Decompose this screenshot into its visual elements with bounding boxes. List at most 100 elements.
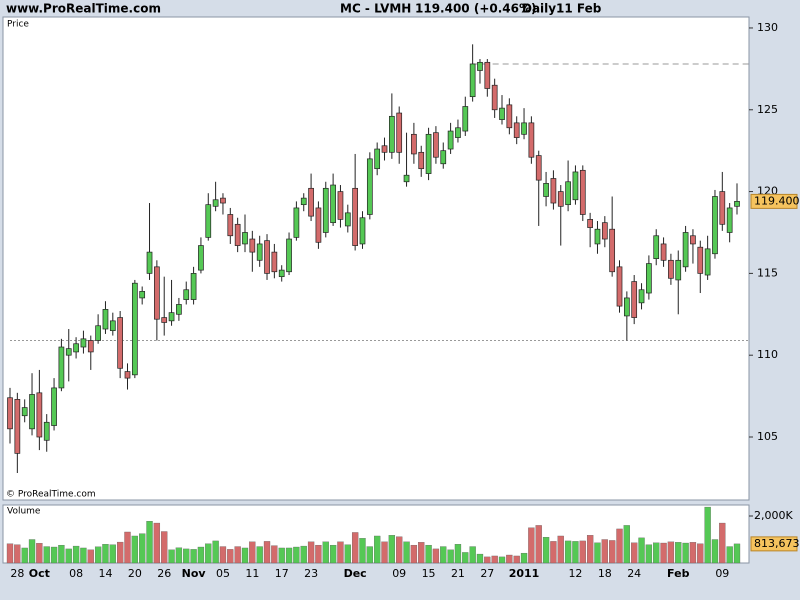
candle-body bbox=[80, 338, 87, 348]
volume-bar bbox=[675, 542, 682, 564]
volume-bar bbox=[388, 535, 396, 564]
volume-bar bbox=[117, 541, 124, 564]
candle-body bbox=[668, 259, 674, 279]
volume-bar bbox=[726, 546, 733, 564]
candle-body bbox=[411, 133, 417, 155]
candle-body bbox=[322, 187, 329, 233]
candle-body bbox=[271, 251, 278, 273]
candle-body bbox=[623, 297, 630, 317]
candle-body bbox=[65, 348, 72, 356]
volume-bar bbox=[190, 549, 197, 564]
candle-body bbox=[682, 232, 689, 268]
volume-bar bbox=[564, 540, 572, 564]
volume-bar bbox=[72, 545, 80, 564]
volume-bar bbox=[359, 538, 366, 564]
candle-body bbox=[168, 312, 175, 322]
volume-bar bbox=[227, 549, 234, 564]
last-value-label: 119.400 bbox=[754, 194, 800, 207]
candle-body bbox=[43, 421, 50, 441]
x-tick-label: Nov bbox=[182, 567, 207, 580]
candle-body bbox=[440, 150, 447, 165]
candle-body bbox=[535, 155, 542, 181]
symbol: MC - LVMH bbox=[340, 2, 411, 16]
volume-bar bbox=[462, 552, 469, 564]
candle-body bbox=[58, 346, 65, 389]
candle-body bbox=[601, 222, 608, 240]
volume-bar bbox=[638, 537, 645, 564]
x-tick-label: 26 bbox=[157, 567, 171, 580]
candle-body bbox=[227, 214, 234, 237]
volume-bar bbox=[653, 542, 660, 564]
candle-body bbox=[234, 223, 241, 246]
candle-body bbox=[242, 232, 248, 245]
volume-bar bbox=[219, 546, 227, 564]
x-tick-label: 18 bbox=[598, 567, 612, 580]
candle-body bbox=[477, 61, 483, 71]
period: Daily bbox=[522, 2, 556, 16]
volume-bar bbox=[293, 546, 300, 564]
volume-bar bbox=[432, 548, 440, 564]
panel-title: Price bbox=[7, 20, 29, 30]
candle-body bbox=[29, 394, 35, 430]
volume-bar bbox=[498, 556, 506, 564]
volume-bar bbox=[645, 544, 653, 564]
candle-body bbox=[154, 266, 160, 320]
candle-body bbox=[366, 158, 373, 215]
candle-body bbox=[308, 187, 314, 217]
candle-body bbox=[469, 63, 476, 98]
x-tick-label: 08 bbox=[69, 567, 83, 580]
candle-body bbox=[455, 127, 461, 138]
volume-bar bbox=[440, 546, 447, 564]
candle-body bbox=[491, 84, 498, 111]
candle-body bbox=[653, 235, 660, 260]
candle-body bbox=[521, 122, 527, 135]
volume-bar bbox=[139, 533, 146, 564]
volume-bar bbox=[697, 543, 704, 564]
candle-body bbox=[205, 204, 212, 238]
x-tick-label: 28 bbox=[10, 567, 24, 580]
price-panel bbox=[2, 16, 750, 501]
last-value-label: 813,673 bbox=[754, 537, 800, 550]
volume-bar bbox=[425, 544, 432, 564]
volume-bar bbox=[733, 543, 741, 564]
candle-body bbox=[139, 291, 146, 299]
candle-body bbox=[462, 106, 469, 132]
candle-body bbox=[484, 61, 491, 89]
candle-body bbox=[587, 219, 593, 228]
y-tick-label: 115 bbox=[757, 266, 778, 279]
volume-bar bbox=[300, 545, 307, 564]
volume-bar bbox=[205, 543, 212, 564]
candle-body bbox=[660, 243, 667, 261]
volume-bar bbox=[285, 547, 293, 564]
volume-bar bbox=[410, 544, 418, 564]
volume-bar bbox=[586, 535, 594, 564]
volume-bar bbox=[711, 539, 719, 564]
candle-body bbox=[73, 343, 79, 353]
candle-body bbox=[36, 392, 43, 438]
volume-bar bbox=[506, 554, 513, 564]
candle-body bbox=[183, 289, 190, 300]
candle-body bbox=[161, 317, 168, 323]
x-tick-label: Feb bbox=[667, 567, 690, 580]
y-tick-label: 2,000K bbox=[754, 509, 793, 522]
volume-bar bbox=[6, 543, 14, 564]
volume-bar bbox=[381, 541, 388, 564]
x-tick-label: 20 bbox=[128, 567, 142, 580]
volume-bar bbox=[263, 541, 271, 564]
volume-bar bbox=[43, 546, 50, 564]
candle-body bbox=[557, 191, 564, 207]
candle-body bbox=[616, 266, 623, 307]
quote: 119.400 (+0.46%) bbox=[415, 2, 537, 16]
candle-body bbox=[734, 201, 740, 207]
volume-bar bbox=[704, 506, 711, 564]
volume-bar bbox=[374, 535, 381, 564]
candle-body bbox=[286, 238, 292, 273]
candle-body bbox=[131, 282, 138, 376]
volume-bar bbox=[601, 539, 608, 564]
last-value-box bbox=[750, 193, 798, 209]
candle-body bbox=[396, 112, 403, 153]
volume-bar bbox=[234, 546, 241, 564]
volume-bar bbox=[689, 542, 697, 564]
volume-bar bbox=[271, 545, 278, 564]
volume-bar bbox=[322, 541, 329, 564]
